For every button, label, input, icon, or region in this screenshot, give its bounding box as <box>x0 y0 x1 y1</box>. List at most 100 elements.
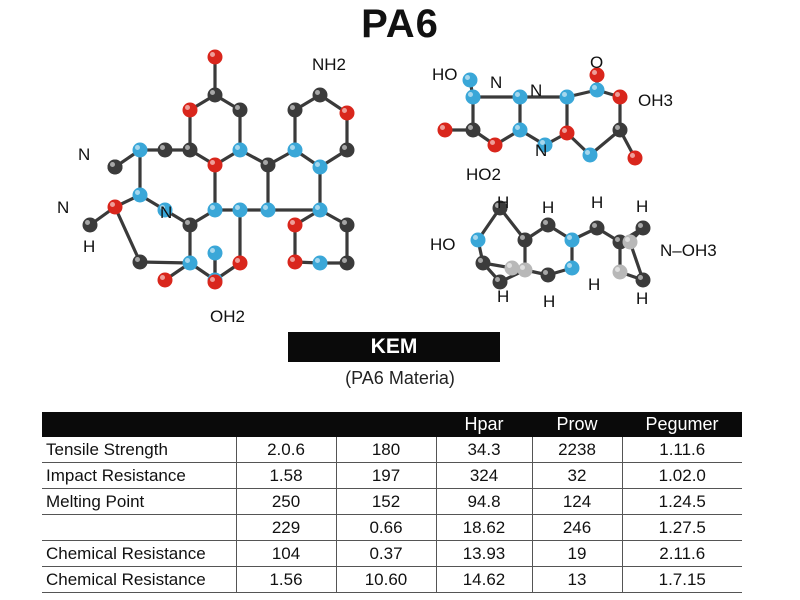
atom-highlight <box>342 258 347 263</box>
atom-sphere <box>462 72 478 88</box>
atom-highlight <box>210 248 215 253</box>
atom-label: H <box>543 292 555 311</box>
atom-sphere <box>517 262 533 278</box>
atom-highlight <box>615 237 620 242</box>
atom-label: OH3 <box>638 91 673 110</box>
section-subtitle: (PA6 Materia) <box>345 368 455 388</box>
atom-highlight <box>342 108 347 113</box>
atom-highlight <box>185 145 190 150</box>
atom-sphere <box>312 202 328 218</box>
column-header: Prow <box>532 412 622 437</box>
atom-highlight <box>290 145 295 150</box>
atom-highlight <box>567 263 572 268</box>
table-row: Chemical Resistance 104 0.37 13.93 19 2.11.6 <box>42 540 742 567</box>
atom-sphere <box>612 264 628 280</box>
value-cell: 250 <box>236 488 337 515</box>
atom-sphere <box>339 142 355 158</box>
atom-sphere <box>312 255 328 271</box>
atom-sphere <box>287 217 303 233</box>
atom-sphere <box>564 232 580 248</box>
atom-highlight <box>562 128 567 133</box>
property-name-cell: Impact Resistance <box>42 462 237 489</box>
value-cell: 2238 <box>532 437 623 463</box>
atom-sphere <box>82 217 98 233</box>
atom-highlight <box>515 92 520 97</box>
table-row: Chemical Resistance 1.56 10.60 14.62 13 1.7.1… <box>42 566 742 593</box>
atom-label: OH2 <box>210 307 245 326</box>
atom-sphere <box>540 217 556 233</box>
atom-sphere <box>465 89 481 105</box>
value-cell: 124 <box>532 488 623 515</box>
atom-sphere <box>312 159 328 175</box>
value-cell: 10.60 <box>336 566 437 593</box>
atom-label: HO2 <box>466 165 501 184</box>
value-cell: 104 <box>236 540 337 567</box>
atom-highlight <box>615 92 620 97</box>
atom-highlight <box>468 92 473 97</box>
atom-sphere <box>287 102 303 118</box>
atom-sphere <box>622 234 638 250</box>
atom-highlight <box>638 275 643 280</box>
atom-label: N <box>535 141 547 160</box>
atom-highlight <box>495 277 500 282</box>
table-row: Melting Point 250 152 94.8 124 1.24.5 <box>42 488 742 515</box>
atom-sphere <box>132 254 148 270</box>
value-cell: 34.3 <box>436 437 533 463</box>
atom-sphere <box>339 105 355 121</box>
atom-sphere <box>207 49 223 65</box>
atom-sphere <box>260 202 276 218</box>
atom-sphere <box>287 254 303 270</box>
atom-highlight <box>567 235 572 240</box>
atom-sphere <box>207 245 223 261</box>
atom-highlight <box>85 220 90 225</box>
atom-highlight <box>263 205 268 210</box>
atom-highlight <box>185 258 190 263</box>
atom-sphere <box>627 150 643 166</box>
atom-sphere <box>564 260 580 276</box>
atom-sphere <box>540 267 556 283</box>
atom-sphere <box>470 232 486 248</box>
atom-sphere <box>475 255 491 271</box>
value-cell: 197 <box>336 462 437 489</box>
atom-highlight <box>615 267 620 272</box>
atom-highlight <box>235 145 240 150</box>
atom-highlight <box>625 237 630 242</box>
atom-sphere <box>157 272 173 288</box>
atom-sphere <box>107 199 123 215</box>
value-cell: 180 <box>336 437 437 463</box>
atom-highlight <box>315 205 320 210</box>
atom-sphere <box>132 187 148 203</box>
value-cell: 94.8 <box>436 488 533 515</box>
column-header <box>336 412 436 437</box>
value-cell: 0.37 <box>336 540 437 567</box>
atom-sphere <box>287 142 303 158</box>
value-cell: 13.93 <box>436 540 533 567</box>
atom-highlight <box>440 125 445 130</box>
atom-sphere <box>589 220 605 236</box>
value-cell: 0.66 <box>336 514 437 541</box>
atom-highlight <box>342 220 347 225</box>
atom-label: H <box>497 287 509 306</box>
atom-highlight <box>490 140 495 145</box>
atom-highlight <box>160 275 165 280</box>
atom-highlight <box>185 220 190 225</box>
atom-label: HO <box>432 65 458 84</box>
value-cell: 1.58 <box>236 462 337 489</box>
atom-sphere <box>232 142 248 158</box>
atom-label: HO <box>430 235 456 254</box>
column-header: Hpar <box>436 412 532 437</box>
atom-sphere <box>232 255 248 271</box>
atom-sphere <box>207 274 223 290</box>
value-cell: 32 <box>532 462 623 489</box>
value-cell: 1.27.5 <box>622 514 742 541</box>
atom-sphere <box>207 157 223 173</box>
page-title: PA6 <box>361 2 439 46</box>
atom-highlight <box>592 223 597 228</box>
atom-label: O <box>590 53 603 72</box>
atom-sphere <box>182 255 198 271</box>
atom-sphere <box>559 125 575 141</box>
atom-highlight <box>592 85 597 90</box>
atom-highlight <box>468 125 473 130</box>
atom-label: H <box>636 289 648 308</box>
atom-sphere <box>182 217 198 233</box>
